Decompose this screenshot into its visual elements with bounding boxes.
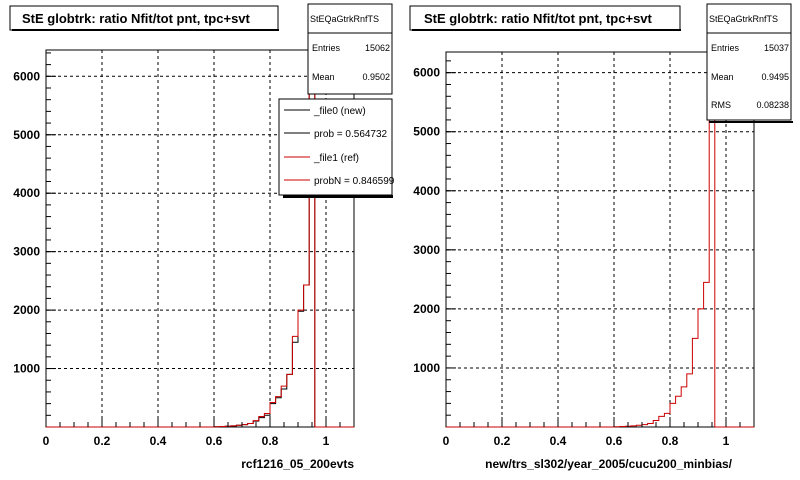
left-stats-box <box>307 3 393 95</box>
legend-label: prob = 0.564732 <box>314 129 388 140</box>
right-stats-value: 15037 <box>764 43 789 53</box>
x-tick-label: 0.8 <box>262 434 279 448</box>
y-tick-label: 4000 <box>13 186 40 200</box>
left-title-box <box>9 5 279 31</box>
left-x-ticks: 0 0.2 0.4 0.6 0.8 1 <box>43 417 341 448</box>
legend-label: _file0 (new) <box>313 106 366 117</box>
left-stats-label: Mean <box>312 72 335 82</box>
y-tick-label: 3000 <box>413 243 440 257</box>
left-stats-name: StEQaGtrkRnfTS <box>310 14 379 24</box>
x-tick-label: 0 <box>443 434 450 448</box>
y-tick-label: 4000 <box>413 184 440 198</box>
right-stats-name: StEQaGtrkRnfTS <box>709 14 778 24</box>
y-tick-label: 3000 <box>13 245 40 259</box>
left-chart-title: StE globtrk: ratio Nfit/tot pnt, tpc+svt <box>22 11 251 26</box>
left-y-ticks: 1000 2000 3000 4000 5000 6000 <box>13 52 56 416</box>
left-legend <box>278 98 393 196</box>
x-tick-label: 0.2 <box>494 434 511 448</box>
y-tick-label: 6000 <box>13 69 40 83</box>
y-tick-label: 5000 <box>413 125 440 139</box>
y-tick-label: 2000 <box>413 302 440 316</box>
left-stats-label: Entries <box>312 43 341 53</box>
left-stats-value: 0.9502 <box>362 72 390 82</box>
right-title-box <box>409 5 681 31</box>
right-stats-value: 0.9495 <box>761 72 789 82</box>
right-plot-frame <box>445 51 755 428</box>
right-stats-label: Entries <box>711 43 740 53</box>
x-tick-label: 0 <box>43 434 50 448</box>
right-y-ticks: 1000 2000 3000 4000 5000 6000 <box>413 60 456 416</box>
y-tick-label: 5000 <box>13 128 40 142</box>
y-tick-label: 1000 <box>413 361 440 375</box>
right-x-ticks: 0 0.2 0.4 0.6 0.8 1 <box>443 417 741 448</box>
x-tick-label: 0.4 <box>550 434 567 448</box>
y-tick-label: 1000 <box>13 362 40 376</box>
x-tick-label: 1 <box>323 434 330 448</box>
x-tick-label: 1 <box>723 434 730 448</box>
legend-label: probN = 0.846599 <box>314 176 395 187</box>
x-tick-label: 0.6 <box>606 434 623 448</box>
x-tick-label: 0.4 <box>150 434 167 448</box>
right-stats-value: 0.08238 <box>756 100 789 110</box>
y-tick-label: 2000 <box>13 303 40 317</box>
right-chart-title: StE globtrk: ratio Nfit/tot pnt, tpc+svt <box>424 11 653 26</box>
legend-label: _file1 (ref) <box>313 153 359 164</box>
right-stats-label: RMS <box>711 100 731 110</box>
y-tick-label: 6000 <box>413 66 440 80</box>
right-stats-label: Mean <box>711 72 734 82</box>
left-x-axis-label: rcf1216_05_200evts <box>241 457 354 471</box>
x-tick-label: 0.2 <box>94 434 111 448</box>
x-tick-label: 0.6 <box>206 434 223 448</box>
left-stats-value: 15062 <box>365 43 390 53</box>
right-grid <box>446 52 754 427</box>
x-tick-label: 0.8 <box>662 434 679 448</box>
right-x-axis-label: new/trs_sl302/year_2005/cucu200_minbias/ <box>485 457 732 471</box>
right-stats-box <box>706 3 792 121</box>
